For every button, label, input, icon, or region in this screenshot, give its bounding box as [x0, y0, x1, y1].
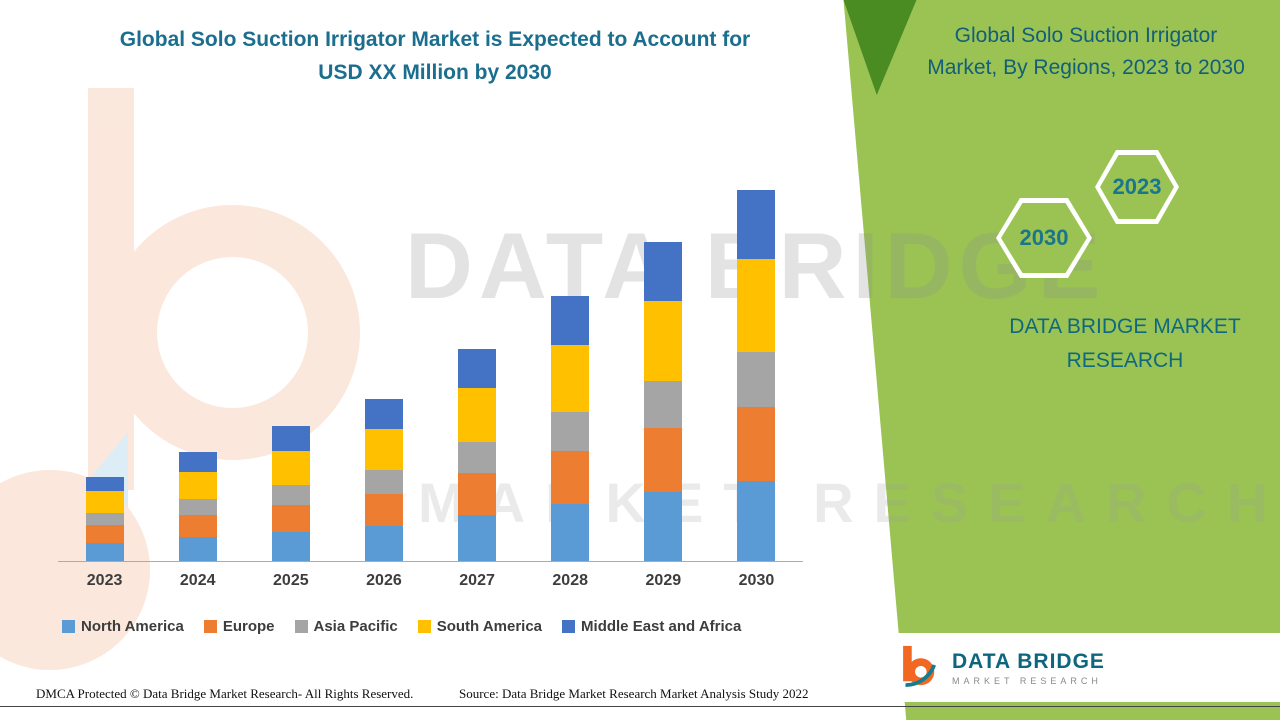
x-axis-label-2025: 2025 — [273, 572, 309, 589]
chart-legend: North America Europe Asia Pacific South Ame… — [62, 618, 741, 635]
chart-title-line1: Global Solo Suction Irrigator Market is … — [119, 28, 751, 51]
hexagon-2023-label: 2023 — [1100, 155, 1174, 219]
bar-2023-segment-south-america[interactable] — [85, 491, 124, 513]
x-axis-label-2024: 2024 — [179, 572, 216, 589]
bar-2025-segment-south-america[interactable] — [271, 451, 310, 485]
side-panel-brand-line1: DATA BRIDGE MARKET — [1009, 315, 1241, 338]
chart-title-line2: USD XX Million by 2030 — [318, 60, 552, 84]
x-axis-label-2023: 2023 — [86, 572, 123, 589]
bar-2030-segment-middle-east-and-africa[interactable] — [737, 190, 776, 259]
bar-2024-segment-asia-pacific[interactable] — [178, 499, 217, 515]
side-panel-heading-line2: Market, By Regions, 2023 to 2030 — [927, 55, 1245, 79]
bar-2023-segment-asia-pacific[interactable] — [85, 513, 124, 525]
x-axis-label-2028: 2028 — [552, 572, 588, 589]
stacked-bar-chart — [58, 170, 803, 562]
bar-2024-segment-north-america[interactable] — [178, 537, 217, 561]
bar-2027[interactable] — [458, 349, 497, 561]
footer-divider — [0, 706, 1280, 707]
bar-2025-segment-europe[interactable] — [271, 505, 310, 532]
bar-2024-segment-europe[interactable] — [178, 515, 217, 537]
brand-logo-text: DATA BRIDGE MARKET RESEARCH — [952, 650, 1105, 686]
bar-2023[interactable] — [85, 477, 124, 561]
legend-item-middle-east-and-africa: Middle East and Africa — [562, 618, 741, 635]
bar-2025-segment-north-america[interactable] — [271, 532, 310, 561]
bar-2028-segment-north-america[interactable] — [551, 504, 590, 561]
legend-item-europe: Europe — [203, 618, 275, 635]
bar-2029-segment-europe[interactable] — [644, 428, 683, 492]
x-axis-label-2030: 2030 — [738, 572, 775, 589]
legend-swatch-north-america — [62, 620, 75, 633]
bar-2025-segment-asia-pacific[interactable] — [271, 485, 310, 505]
legend-label-south-america: South America — [436, 618, 543, 635]
legend-item-asia-pacific: Asia Pacific — [294, 618, 398, 635]
bar-2027-segment-south-america[interactable] — [458, 388, 497, 442]
bar-2026-segment-middle-east-and-africa[interactable] — [364, 399, 403, 429]
hexagon-2023-year: 2023 — [1112, 174, 1162, 199]
bar-2029-segment-middle-east-and-africa[interactable] — [644, 242, 683, 301]
bar-2027-segment-north-america[interactable] — [458, 515, 497, 561]
legend-label-europe: Europe — [222, 618, 275, 635]
bar-2029-segment-north-america[interactable] — [644, 492, 683, 561]
bar-2025-segment-middle-east-and-africa[interactable] — [271, 426, 310, 451]
bar-2030-segment-south-america[interactable] — [737, 259, 776, 352]
x-axis-label-2026: 2026 — [366, 572, 402, 589]
chart-title: Global Solo Suction Irrigator Market is … — [0, 24, 870, 89]
bar-2025[interactable] — [271, 426, 310, 561]
bar-2029-segment-south-america[interactable] — [644, 301, 683, 381]
brand-tagline: MARKET RESEARCH — [952, 675, 1102, 686]
legend-label-asia-pacific: Asia Pacific — [313, 618, 398, 635]
bar-2024[interactable] — [178, 452, 217, 561]
side-panel-brand-line2: RESEARCH — [1066, 348, 1184, 372]
bar-2026-segment-europe[interactable] — [364, 494, 403, 526]
bar-2028-segment-asia-pacific[interactable] — [551, 412, 590, 451]
legend-swatch-south-america — [417, 620, 431, 633]
bar-2023-segment-north-america[interactable] — [85, 543, 124, 561]
x-axis-labels: 2023 2024 2025 2026 2027 2028 2029 2030 — [58, 572, 803, 590]
side-panel-brand: DATA BRIDGE MARKET RESEARCH — [955, 310, 1280, 377]
bar-2026-segment-north-america[interactable] — [364, 526, 403, 561]
bar-2029-segment-asia-pacific[interactable] — [644, 381, 683, 428]
bar-2023-segment-europe[interactable] — [85, 525, 124, 543]
dmca-notice: DMCA Protected © Data Bridge Market Rese… — [36, 686, 414, 701]
bar-2030[interactable] — [737, 190, 776, 561]
bar-2026[interactable] — [364, 399, 403, 561]
bar-2028-segment-south-america[interactable] — [551, 345, 590, 412]
brand-logo-card: DATA BRIDGE MARKET RESEARCH — [872, 633, 1280, 702]
bar-2029[interactable] — [644, 242, 683, 561]
legend-item-north-america: North America — [62, 618, 184, 635]
bar-2030-segment-north-america[interactable] — [737, 481, 776, 561]
x-axis-label-2027: 2027 — [459, 572, 495, 589]
bar-2028-segment-middle-east-and-africa[interactable] — [551, 296, 590, 345]
legend-label-middle-east-and-africa: Middle East and Africa — [581, 618, 742, 635]
legend-swatch-europe — [203, 620, 217, 633]
brand-name: DATA BRIDGE — [952, 649, 1105, 673]
bar-2024-segment-south-america[interactable] — [178, 472, 217, 499]
legend-label-north-america: North America — [81, 618, 184, 635]
source-note: Source: Data Bridge Market Research Mark… — [459, 686, 809, 701]
legend-item-south-america: South America — [417, 618, 543, 635]
side-panel-heading: Global Solo Suction Irrigator Market, By… — [900, 20, 1272, 83]
bar-2027-segment-europe[interactable] — [458, 473, 497, 515]
bar-2028-segment-europe[interactable] — [551, 451, 590, 504]
bar-2026-segment-south-america[interactable] — [364, 429, 403, 470]
bar-2028[interactable] — [551, 296, 590, 561]
hexagon-2030-year: 2030 — [1019, 225, 1069, 250]
hexagon-2030-label: 2030 — [1001, 203, 1087, 273]
legend-swatch-middle-east-and-africa — [562, 620, 576, 633]
bar-2027-segment-asia-pacific[interactable] — [458, 442, 497, 473]
bar-2023-segment-middle-east-and-africa[interactable] — [85, 477, 124, 491]
bar-2024-segment-middle-east-and-africa[interactable] — [178, 452, 217, 472]
x-axis-label-2029: 2029 — [645, 572, 682, 589]
bar-2030-segment-asia-pacific[interactable] — [737, 352, 776, 407]
bar-2030-segment-europe[interactable] — [737, 407, 776, 481]
side-panel-heading-line1: Global Solo Suction Irrigator — [954, 24, 1218, 47]
data-bridge-logo-icon — [894, 641, 940, 694]
legend-swatch-asia-pacific — [294, 620, 308, 633]
bar-2026-segment-asia-pacific[interactable] — [364, 470, 403, 494]
bar-2027-segment-middle-east-and-africa[interactable] — [458, 349, 497, 388]
